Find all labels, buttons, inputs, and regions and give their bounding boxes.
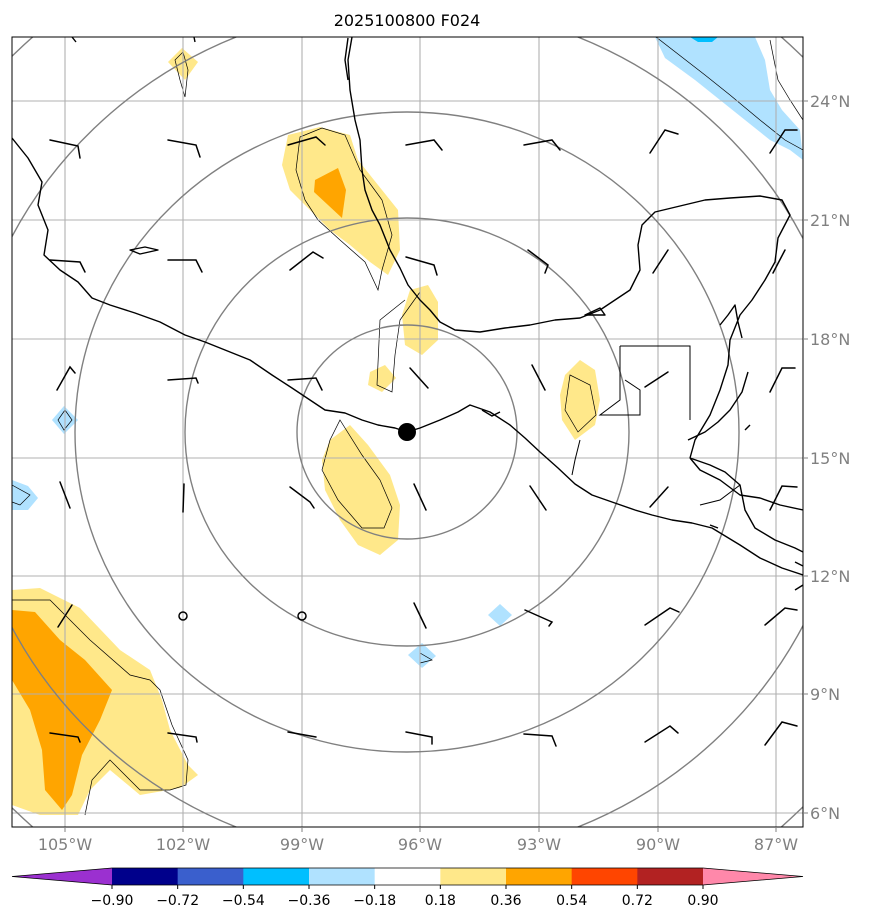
colorbar-segment bbox=[309, 868, 376, 885]
map-title: 2025100800 F024 bbox=[334, 11, 481, 30]
fill-deepblue-gulf-ne bbox=[690, 37, 718, 42]
fill-blue-s1 bbox=[488, 604, 512, 626]
colorbar-tick-label: −0.90 bbox=[91, 893, 134, 909]
contour-lines bbox=[12, 37, 803, 816]
storm-center-marker bbox=[398, 423, 416, 441]
fill-blue-gulf-ne bbox=[655, 37, 803, 160]
colorbar-segment bbox=[506, 868, 573, 885]
colorbar-segment bbox=[177, 868, 244, 885]
fill-orange-mexico bbox=[314, 168, 346, 218]
honduras-coast bbox=[689, 457, 803, 511]
colorbar-tick-label: 0.72 bbox=[622, 893, 653, 909]
colorbar-tick-label: 0.36 bbox=[490, 893, 521, 909]
pacific-coastline bbox=[12, 137, 803, 576]
lat-label: 24°N bbox=[810, 92, 850, 111]
lat-label: 18°N bbox=[810, 330, 850, 349]
latitude-labels: 24°N 21°N 18°N 15°N 12°N 9°N 6°N bbox=[810, 92, 850, 823]
lat-label: 6°N bbox=[810, 804, 840, 823]
lon-label: 93°W bbox=[517, 835, 561, 854]
colorbar-segment bbox=[440, 868, 507, 885]
lon-label: 105°W bbox=[38, 835, 93, 854]
baja-coastline bbox=[347, 37, 791, 459]
map-frame bbox=[11, 36, 804, 828]
axis-ticks bbox=[64, 100, 808, 832]
colorbar-tick-label: 0.54 bbox=[556, 893, 587, 909]
lat-label: 21°N bbox=[810, 211, 850, 230]
country-borders bbox=[571, 345, 741, 506]
yucatan-east-coast bbox=[689, 457, 803, 553]
fill-blue-s2 bbox=[408, 643, 436, 668]
colorbar-extend-min bbox=[12, 868, 112, 885]
colorbar-tick-label: 0.18 bbox=[425, 893, 456, 909]
lon-label: 87°W bbox=[754, 835, 798, 854]
colorbar-tick-label: 0.90 bbox=[687, 893, 718, 909]
lat-label: 12°N bbox=[810, 567, 850, 586]
colorbar-segment bbox=[374, 868, 441, 885]
lon-label: 96°W bbox=[398, 835, 442, 854]
colorbar-tick-label: −0.72 bbox=[156, 893, 199, 909]
colorbar-tick-label: −0.54 bbox=[222, 893, 265, 909]
fill-orange-sw bbox=[12, 610, 112, 810]
fill-yellow-small bbox=[368, 365, 396, 392]
colorbar-tick-label: −0.36 bbox=[288, 893, 331, 909]
colorbar-segment bbox=[637, 868, 704, 885]
orange-fills bbox=[12, 168, 346, 810]
wind-barbs bbox=[49, 129, 798, 747]
colorbar-segment bbox=[571, 868, 638, 885]
colorbar-tick-labels: −0.90 −0.72 −0.54 −0.36 −0.18 0.18 0.36 0.54 0.7… bbox=[91, 893, 719, 909]
lon-label: 90°W bbox=[636, 835, 680, 854]
longitude-labels: 105°W 102°W 99°W 96°W 93°W 90°W 87°W bbox=[38, 835, 798, 854]
colorbar-tick-label: −0.18 bbox=[353, 893, 396, 909]
calm-wind-circles bbox=[178, 611, 307, 621]
fill-blue-w2 bbox=[12, 480, 38, 510]
fill-yellow-guatemala bbox=[560, 360, 600, 440]
lat-label: 15°N bbox=[810, 449, 850, 468]
gridlines bbox=[12, 37, 803, 827]
colorbar-segment bbox=[243, 868, 310, 885]
colorbar-segment bbox=[112, 868, 179, 885]
lon-label: 102°W bbox=[156, 835, 211, 854]
colorbar-extend-max bbox=[703, 868, 803, 885]
coastlines bbox=[12, 37, 803, 591]
colorbar bbox=[11, 867, 804, 889]
lat-label: 9°N bbox=[810, 685, 840, 704]
lon-label: 99°W bbox=[280, 835, 324, 854]
